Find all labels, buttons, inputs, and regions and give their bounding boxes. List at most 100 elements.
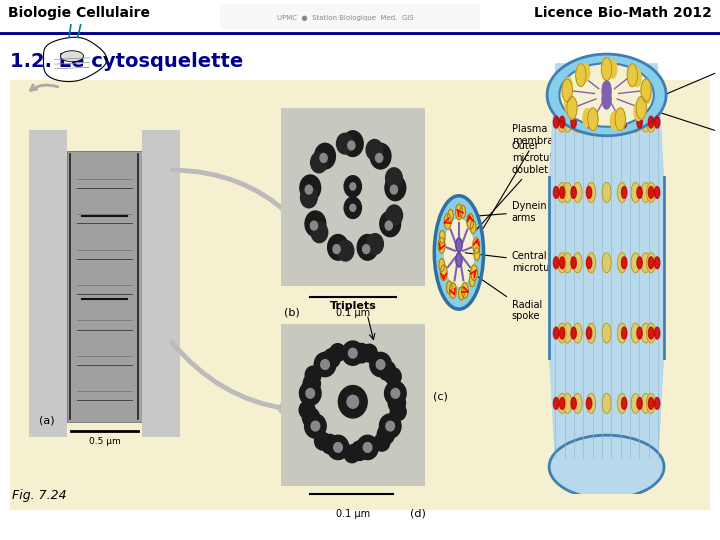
Circle shape: [305, 366, 321, 384]
Circle shape: [311, 421, 320, 431]
Circle shape: [557, 323, 567, 343]
Circle shape: [602, 112, 611, 132]
Circle shape: [586, 257, 592, 269]
Bar: [29, 130, 66, 437]
Circle shape: [303, 374, 320, 394]
Circle shape: [642, 112, 650, 132]
Circle shape: [648, 397, 654, 409]
Text: (d): (d): [410, 509, 426, 519]
Circle shape: [385, 368, 401, 386]
Circle shape: [380, 211, 400, 237]
Circle shape: [438, 238, 445, 253]
Circle shape: [391, 388, 400, 398]
Circle shape: [441, 265, 447, 280]
Circle shape: [388, 393, 405, 413]
Circle shape: [363, 245, 370, 254]
Circle shape: [563, 323, 572, 343]
Text: Central
microtubule: Central microtubule: [465, 251, 570, 273]
Circle shape: [557, 394, 567, 413]
Circle shape: [357, 435, 379, 460]
Circle shape: [647, 183, 656, 202]
Circle shape: [573, 394, 582, 413]
Text: (c): (c): [433, 392, 447, 402]
Circle shape: [343, 131, 363, 157]
Circle shape: [601, 58, 612, 80]
Bar: [10, 80, 710, 510]
Circle shape: [456, 253, 462, 267]
Text: Plasma
membrane: Plasma membrane: [483, 124, 565, 228]
Circle shape: [300, 187, 318, 208]
Circle shape: [333, 245, 340, 254]
Circle shape: [336, 133, 354, 154]
Circle shape: [562, 79, 572, 102]
Circle shape: [642, 183, 650, 202]
Circle shape: [554, 186, 559, 198]
Circle shape: [377, 360, 385, 369]
Circle shape: [631, 394, 640, 413]
Ellipse shape: [547, 54, 666, 136]
Circle shape: [643, 85, 651, 104]
Text: 1.2. Le cytosquelette: 1.2. Le cytosquelette: [10, 52, 243, 71]
Circle shape: [370, 143, 391, 169]
Circle shape: [631, 112, 640, 132]
Circle shape: [323, 348, 341, 368]
Circle shape: [631, 323, 640, 343]
Circle shape: [602, 81, 611, 101]
Circle shape: [439, 230, 445, 243]
Text: 0.1 μm: 0.1 μm: [336, 308, 370, 318]
Circle shape: [587, 112, 595, 132]
Circle shape: [633, 69, 641, 87]
Circle shape: [588, 108, 598, 131]
Circle shape: [384, 381, 406, 406]
Circle shape: [449, 282, 456, 298]
Circle shape: [559, 116, 565, 128]
Circle shape: [473, 238, 480, 253]
Circle shape: [573, 323, 582, 343]
Circle shape: [642, 253, 650, 273]
Circle shape: [330, 343, 346, 361]
Circle shape: [300, 381, 321, 406]
Circle shape: [311, 222, 328, 242]
Ellipse shape: [559, 63, 654, 127]
Circle shape: [627, 64, 637, 86]
Circle shape: [462, 282, 468, 298]
Ellipse shape: [549, 435, 664, 498]
Circle shape: [567, 97, 577, 119]
Circle shape: [571, 116, 576, 128]
Circle shape: [636, 97, 647, 119]
Circle shape: [573, 112, 582, 132]
Circle shape: [654, 327, 660, 339]
Circle shape: [602, 89, 611, 109]
Circle shape: [621, 116, 627, 128]
Circle shape: [320, 360, 329, 369]
Circle shape: [654, 257, 660, 269]
Circle shape: [573, 183, 582, 202]
Circle shape: [469, 274, 475, 287]
Text: Outer
microtubule
doublet: Outer microtubule doublet: [476, 141, 570, 230]
Text: Radial
spoke: Radial spoke: [468, 270, 542, 321]
Circle shape: [602, 323, 611, 343]
Circle shape: [448, 210, 454, 222]
Circle shape: [631, 253, 640, 273]
Circle shape: [559, 397, 565, 409]
Text: (a): (a): [39, 415, 55, 425]
Circle shape: [350, 204, 356, 211]
Circle shape: [327, 435, 348, 460]
Circle shape: [386, 205, 402, 226]
Circle shape: [637, 186, 642, 198]
Circle shape: [370, 353, 392, 377]
Circle shape: [571, 257, 576, 269]
Circle shape: [351, 441, 368, 461]
Circle shape: [621, 397, 627, 409]
Text: 0.1 μm: 0.1 μm: [336, 509, 370, 519]
Bar: [220, 4, 480, 30]
Circle shape: [305, 185, 312, 194]
Circle shape: [557, 253, 567, 273]
Circle shape: [634, 102, 642, 120]
Circle shape: [379, 361, 396, 381]
Circle shape: [305, 211, 325, 237]
Circle shape: [434, 195, 484, 309]
Circle shape: [563, 183, 572, 202]
Circle shape: [642, 394, 650, 413]
Circle shape: [379, 414, 401, 438]
